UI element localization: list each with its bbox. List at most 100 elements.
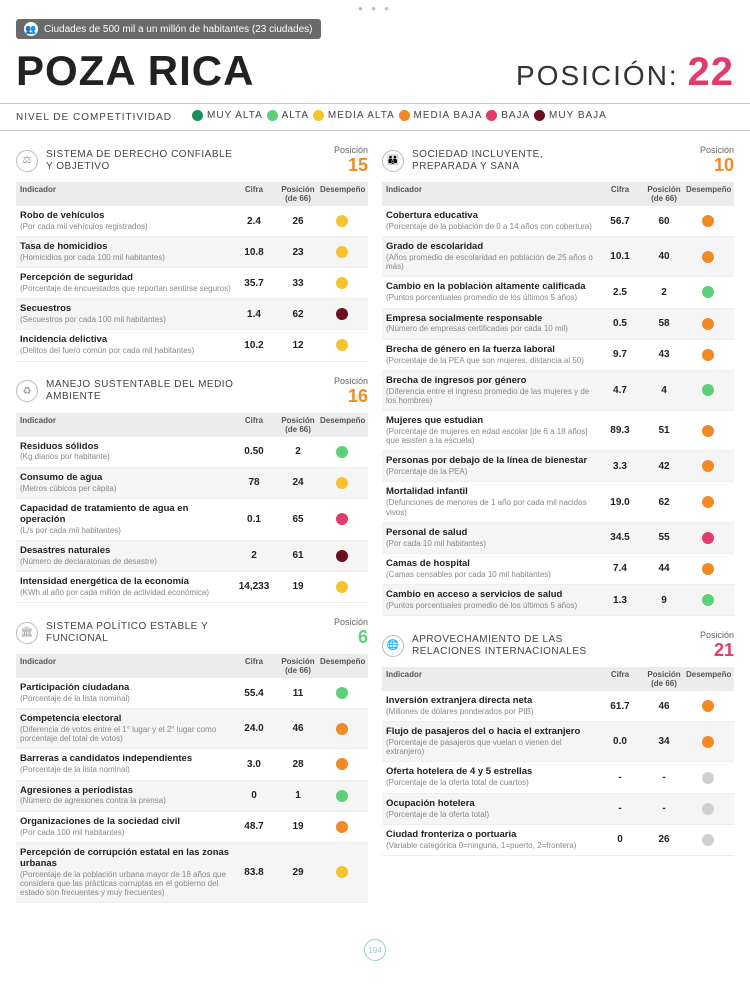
perf-dot: [702, 834, 714, 846]
position-cell: 40: [642, 251, 686, 262]
perf-cell: [320, 477, 364, 489]
cifra-cell: 56.7: [598, 216, 642, 227]
table-row: Mortalidad infantil (Defunciones de meno…: [382, 482, 734, 522]
content: ⚖ SISTEMA DE DERECHO CONFIABLE Y OBJETIV…: [0, 131, 750, 933]
indicator-sub: (Variable categórica 0=ninguna, 1=puerto…: [386, 841, 598, 850]
section: 👪 SOCIEDAD INCLUYENTE, PREPARADA Y SANA …: [382, 141, 734, 616]
perf-cell: [320, 723, 364, 735]
indicator-sub: (Porcentaje de la lista nominal): [20, 765, 232, 774]
perf-dot: [702, 736, 714, 748]
perf-cell: [320, 446, 364, 458]
table-row: Cobertura educativa (Porcentaje de la po…: [382, 206, 734, 237]
section-position: Posición 10: [700, 145, 734, 176]
indicator-name: Robo de vehículos: [20, 211, 232, 222]
perf-dot: [336, 246, 348, 258]
legend-label: BAJA: [501, 110, 530, 121]
section-icon: ⚖: [16, 150, 38, 172]
cifra-cell: 2.5: [598, 287, 642, 298]
indicator-cell: Mujeres que estudian (Porcentaje de muje…: [386, 416, 598, 445]
indicator-sub: (Por cada mil vehículos registrados): [20, 222, 232, 231]
perf-dot: [702, 460, 714, 472]
indicator-name: Oferta hotelera de 4 y 5 estrellas: [386, 767, 598, 778]
perf-dot: [336, 866, 348, 878]
indicator-cell: Incidencia delictiva (Delitos del fuero …: [20, 335, 232, 355]
perf-dot: [702, 803, 714, 815]
indicator-sub: (Porcentaje de la población urbana mayor…: [20, 870, 232, 898]
table-row: Barreras a candidatos independientes (Po…: [16, 749, 368, 780]
indicator-name: Personas por debajo de la línea de biene…: [386, 456, 598, 467]
indicator-name: Capacidad de tratamiento de agua en oper…: [20, 504, 232, 526]
perf-cell: [686, 215, 730, 227]
indicator-cell: Cambio en acceso a servicios de salud (P…: [386, 590, 598, 610]
cifra-cell: 48.7: [232, 821, 276, 832]
table-row: Personal de salud (Por cada 10 mil habit…: [382, 523, 734, 554]
position-cell: 26: [276, 216, 320, 227]
table-row: Ocupación hotelera (Porcentaje de la ofe…: [382, 794, 734, 825]
perf-dot: [702, 772, 714, 784]
position-cell: 62: [642, 497, 686, 508]
perf-cell: [686, 425, 730, 437]
indicator-name: Personal de salud: [386, 528, 598, 539]
cifra-cell: 10.8: [232, 247, 276, 258]
indicator-sub: (Años promedio de escolaridad en poblaci…: [386, 253, 598, 271]
indicator-sub: (Diferencia entre el ingreso promedio de…: [386, 387, 598, 405]
section-position: Posición 16: [334, 376, 368, 407]
indicator-cell: Brecha de ingresos por género (Diferenci…: [386, 376, 598, 405]
indicator-sub: (L/s por cada mil habitantes): [20, 526, 232, 535]
legend-title: NIVEL DE COMPETITIVIDAD: [16, 112, 172, 123]
indicator-name: Residuos sólidos: [20, 442, 232, 453]
indicator-name: Percepción de corrupción estatal en las …: [20, 848, 232, 870]
perf-dot: [336, 581, 348, 593]
legend-label: MUY ALTA: [207, 110, 263, 121]
indicator-cell: Ciudad fronteriza o portuaria (Variable …: [386, 830, 598, 850]
section-position: Posición 15: [334, 145, 368, 176]
perf-cell: [320, 277, 364, 289]
breadcrumb[interactable]: 👥 Ciudades de 500 mil a un millón de hab…: [16, 19, 321, 39]
section-icon: 👪: [382, 150, 404, 172]
section: ⚖ SISTEMA DE DERECHO CONFIABLE Y OBJETIV…: [16, 141, 368, 362]
legend-label: MEDIA ALTA: [328, 110, 395, 121]
section-title: SOCIEDAD INCLUYENTE, PREPARADA Y SANA: [412, 149, 602, 173]
table-row: Residuos sólidos (Kg diarios por habitan…: [16, 437, 368, 468]
legend-dot: [399, 110, 410, 121]
perf-dot: [702, 532, 714, 544]
legend-label: MUY BAJA: [549, 110, 607, 121]
indicator-cell: Percepción de seguridad (Porcentaje de e…: [20, 273, 232, 293]
indicator-sub: (Camas censables por cada 10 mil habitan…: [386, 570, 598, 579]
indicator-cell: Barreras a candidatos independientes (Po…: [20, 754, 232, 774]
indicator-cell: Secuestros (Secuestros por cada 100 mil …: [20, 304, 232, 324]
indicator-cell: Participación ciudadana (Porcentaje de l…: [20, 683, 232, 703]
cifra-cell: 55.4: [232, 688, 276, 699]
indicator-sub: (Homicidios por cada 100 mil habitantes): [20, 253, 232, 262]
table-header: Indicador Cifra Posición (de 66) Desempe…: [16, 413, 368, 437]
table-row: Brecha de género en la fuerza laboral (P…: [382, 340, 734, 371]
table-header: Indicador Cifra Posición (de 66) Desempe…: [382, 667, 734, 691]
indicator-name: Consumo de agua: [20, 473, 232, 484]
table-row: Capacidad de tratamiento de agua en oper…: [16, 499, 368, 541]
perf-dot: [336, 446, 348, 458]
city-title: POZA RICA: [16, 47, 254, 95]
table-row: Cambio en acceso a servicios de salud (P…: [382, 585, 734, 616]
indicator-name: Incidencia delictiva: [20, 335, 232, 346]
table-row: Agresiones a periodistas (Número de agre…: [16, 781, 368, 812]
cifra-cell: 9.7: [598, 349, 642, 360]
cifra-cell: 0.0: [598, 736, 642, 747]
table-row: Camas de hospital (Camas censables por c…: [382, 554, 734, 585]
indicator-cell: Percepción de corrupción estatal en las …: [20, 848, 232, 897]
perf-cell: [686, 460, 730, 472]
indicator-cell: Grado de escolaridad (Años promedio de e…: [386, 242, 598, 271]
indicator-name: Brecha de género en la fuerza laboral: [386, 345, 598, 356]
position-cell: 43: [642, 349, 686, 360]
indicator-name: Cobertura educativa: [386, 211, 598, 222]
perf-dot: [702, 563, 714, 575]
legend-item: MEDIA BAJA: [399, 110, 483, 121]
cifra-cell: 0: [598, 834, 642, 845]
people-icon: 👥: [24, 22, 38, 36]
legend-dot: [313, 110, 324, 121]
legend-item: MUY BAJA: [534, 110, 607, 121]
perf-dot: [702, 594, 714, 606]
perf-cell: [686, 286, 730, 298]
section-icon: 🏛: [16, 622, 38, 644]
indicator-sub: (Puntos porcentuales promedio de los últ…: [386, 293, 598, 302]
cifra-cell: 3.0: [232, 759, 276, 770]
